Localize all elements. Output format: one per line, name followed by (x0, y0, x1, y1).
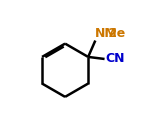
Text: CN: CN (105, 53, 124, 65)
Text: NMe: NMe (95, 27, 127, 40)
Text: 2: 2 (104, 27, 117, 40)
